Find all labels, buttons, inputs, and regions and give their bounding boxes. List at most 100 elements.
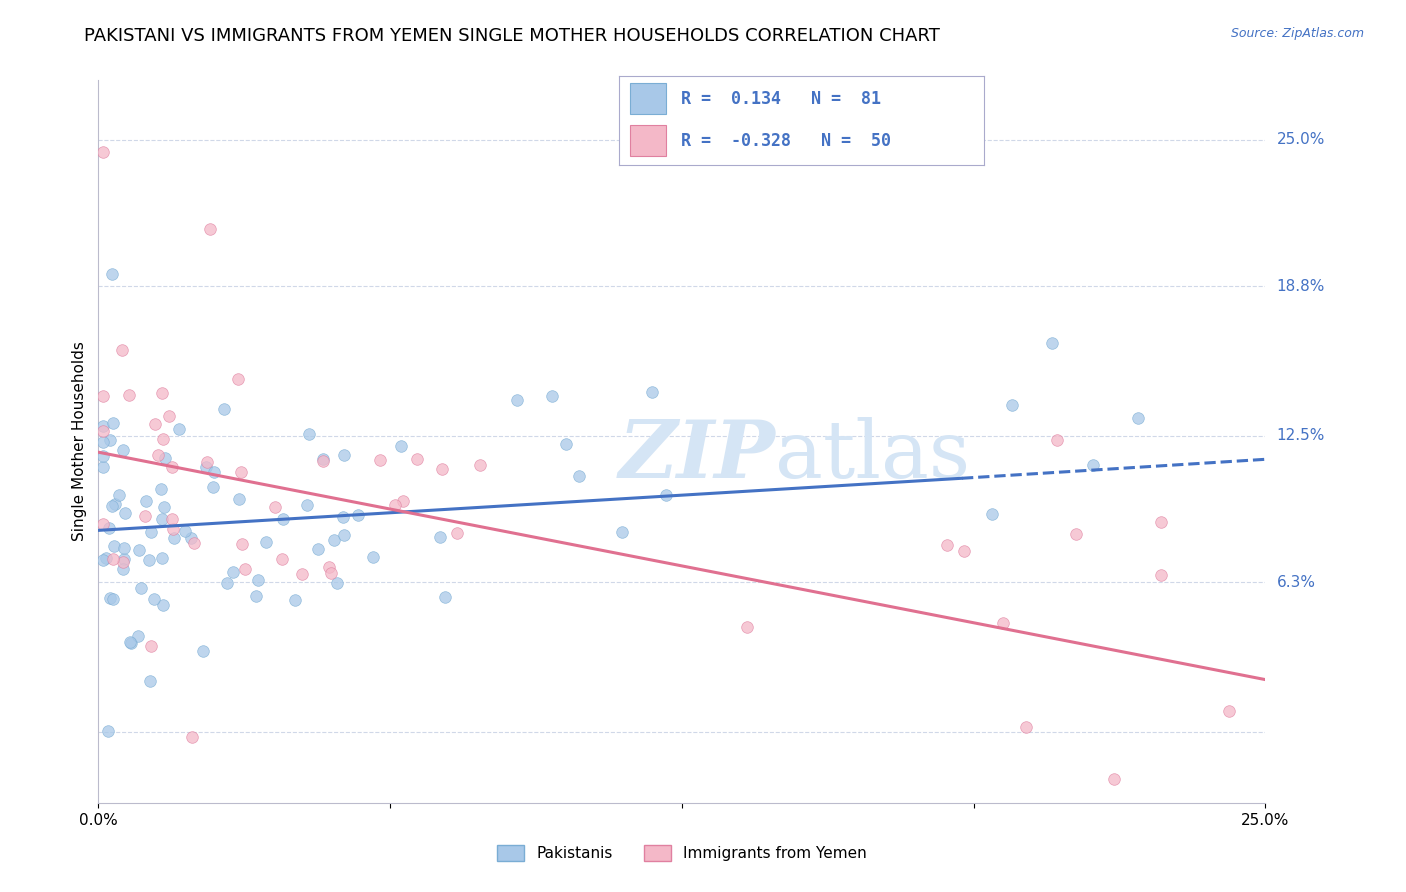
Point <box>1218 704 1240 718</box>
Point <box>735 620 758 634</box>
Point <box>291 567 314 582</box>
Point <box>389 439 412 453</box>
Point <box>1081 458 1104 472</box>
Point <box>568 468 591 483</box>
Point <box>936 538 959 552</box>
Point <box>98 434 121 448</box>
Point <box>610 524 633 539</box>
Point <box>347 508 370 523</box>
Point <box>191 644 214 658</box>
Point <box>91 389 114 403</box>
Point <box>307 542 329 557</box>
Point <box>91 435 114 450</box>
Point <box>198 222 221 236</box>
Point <box>332 510 354 524</box>
Point <box>195 455 218 469</box>
Point <box>112 541 135 556</box>
Point <box>100 499 122 513</box>
Point <box>91 424 114 438</box>
Point <box>167 422 190 436</box>
Point <box>103 552 125 566</box>
Point <box>150 512 173 526</box>
Point <box>980 507 1002 521</box>
Point <box>1046 434 1069 448</box>
Point <box>111 562 134 576</box>
Point <box>195 460 218 475</box>
Point <box>405 452 427 467</box>
Point <box>555 436 578 450</box>
Point <box>143 417 166 432</box>
Text: R =  0.134   N =  81: R = 0.134 N = 81 <box>681 90 880 108</box>
Text: atlas: atlas <box>775 417 970 495</box>
Bar <box>630 83 666 114</box>
Y-axis label: Single Mother Households: Single Mother Households <box>72 342 87 541</box>
Point <box>128 543 150 558</box>
Point <box>141 639 163 653</box>
Point <box>212 402 235 417</box>
Point <box>111 555 134 569</box>
Point <box>93 145 115 159</box>
Point <box>228 492 250 507</box>
Point <box>111 442 134 457</box>
Point <box>641 384 664 399</box>
Point <box>163 532 186 546</box>
Point <box>181 730 204 744</box>
Point <box>150 385 173 400</box>
Point <box>139 524 162 539</box>
Point <box>120 636 142 650</box>
Point <box>222 565 245 579</box>
Point <box>270 552 292 566</box>
Bar <box>630 125 666 156</box>
Text: Source: ZipAtlas.com: Source: ZipAtlas.com <box>1230 27 1364 40</box>
Point <box>655 488 678 502</box>
Point <box>127 628 149 642</box>
Point <box>111 343 134 357</box>
Point <box>152 598 174 612</box>
Text: 18.8%: 18.8% <box>1277 279 1324 293</box>
Text: 6.3%: 6.3% <box>1277 575 1316 590</box>
Point <box>148 448 170 462</box>
Point <box>368 453 391 467</box>
Legend: Pakistanis, Immigrants from Yemen: Pakistanis, Immigrants from Yemen <box>491 839 873 867</box>
Point <box>318 560 340 574</box>
Point <box>114 506 136 520</box>
Text: PAKISTANI VS IMMIGRANTS FROM YEMEN SINGLE MOTHER HOUSEHOLDS CORRELATION CHART: PAKISTANI VS IMMIGRANTS FROM YEMEN SINGL… <box>84 27 941 45</box>
Point <box>434 590 457 604</box>
Point <box>101 592 124 607</box>
Point <box>384 499 406 513</box>
Point <box>91 419 114 434</box>
Point <box>139 673 162 688</box>
Point <box>103 539 125 553</box>
Point <box>150 482 173 496</box>
Point <box>361 550 384 565</box>
Point <box>134 509 156 524</box>
Point <box>432 462 454 476</box>
Point <box>541 389 564 403</box>
Point <box>104 497 127 511</box>
Point <box>429 531 451 545</box>
Point <box>91 516 114 531</box>
Point <box>91 450 114 464</box>
Point <box>470 458 492 472</box>
Point <box>153 500 176 514</box>
Point <box>231 537 253 551</box>
Point <box>263 500 285 515</box>
Point <box>91 459 114 474</box>
Point <box>173 524 195 538</box>
Point <box>162 512 184 526</box>
Point <box>96 724 118 739</box>
Point <box>298 427 321 442</box>
Point <box>135 494 157 508</box>
Point <box>159 409 181 423</box>
Point <box>1102 772 1125 786</box>
Text: R =  -0.328   N =  50: R = -0.328 N = 50 <box>681 132 891 150</box>
Point <box>284 592 307 607</box>
Text: ZIP: ZIP <box>619 417 775 495</box>
Point <box>256 535 278 549</box>
Point <box>202 466 225 480</box>
Point <box>112 552 135 566</box>
Point <box>226 372 249 386</box>
Point <box>201 480 224 494</box>
Point <box>1040 336 1063 351</box>
Point <box>162 522 184 536</box>
